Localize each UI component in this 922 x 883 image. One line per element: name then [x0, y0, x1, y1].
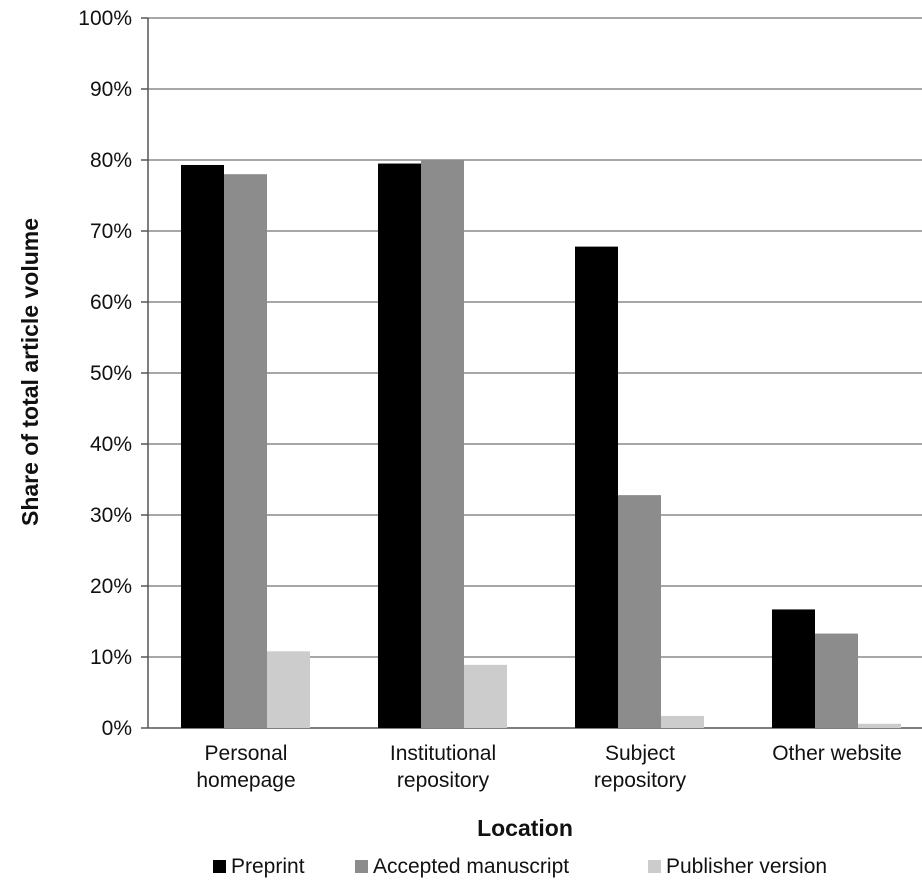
legend-label: Publisher version: [666, 855, 827, 878]
bar: [421, 160, 464, 728]
bar: [378, 163, 421, 729]
x-tick-label: homepage: [196, 769, 295, 792]
x-tick-label: repository: [594, 769, 687, 792]
y-tick-label: 20%: [90, 575, 132, 598]
x-tick-label: Institutional: [390, 742, 496, 765]
x-tick-label: repository: [397, 769, 490, 792]
y-tick-label: 50%: [90, 362, 132, 385]
y-tick-label: 10%: [90, 646, 132, 669]
x-axis-title: Location: [477, 815, 573, 841]
y-tick-label: 100%: [78, 7, 132, 30]
labels: 0% 10% 20% 30% 40% 50% 60% 70% 80% 90% 100% Persona…: [78, 7, 902, 792]
y-tick-label: 30%: [90, 504, 132, 527]
x-tick-label: Personal: [205, 742, 288, 765]
gridlines: [148, 17, 922, 658]
bar: [267, 651, 310, 728]
bar: [858, 723, 901, 728]
x-tick-label: Subject: [605, 742, 675, 765]
bar: [661, 715, 704, 728]
x-tick-label: Other website: [772, 742, 902, 765]
legend-swatch: [355, 860, 368, 873]
bars: [181, 160, 901, 729]
bar: [181, 164, 224, 729]
y-tick-label: 60%: [90, 291, 132, 314]
bar: [618, 495, 661, 728]
legend-swatch: [648, 860, 661, 873]
y-tick-label: 90%: [90, 78, 132, 101]
bar: [464, 664, 507, 728]
bar: [224, 174, 267, 728]
y-tick-label: 40%: [90, 433, 132, 456]
bar: [575, 246, 618, 728]
y-tick-label: 80%: [90, 149, 132, 172]
legend-swatch: [213, 860, 226, 873]
y-tick-label: 0%: [102, 717, 132, 740]
bar: [815, 633, 858, 728]
y-tick-label: 70%: [90, 220, 132, 243]
y-axis-title: Share of total article volume: [17, 218, 43, 526]
legend: Preprint Accepted manuscript Publisher ver…: [213, 855, 827, 878]
legend-label: Preprint: [231, 855, 305, 878]
legend-label: Accepted manuscript: [373, 855, 569, 878]
bar: [772, 609, 815, 728]
